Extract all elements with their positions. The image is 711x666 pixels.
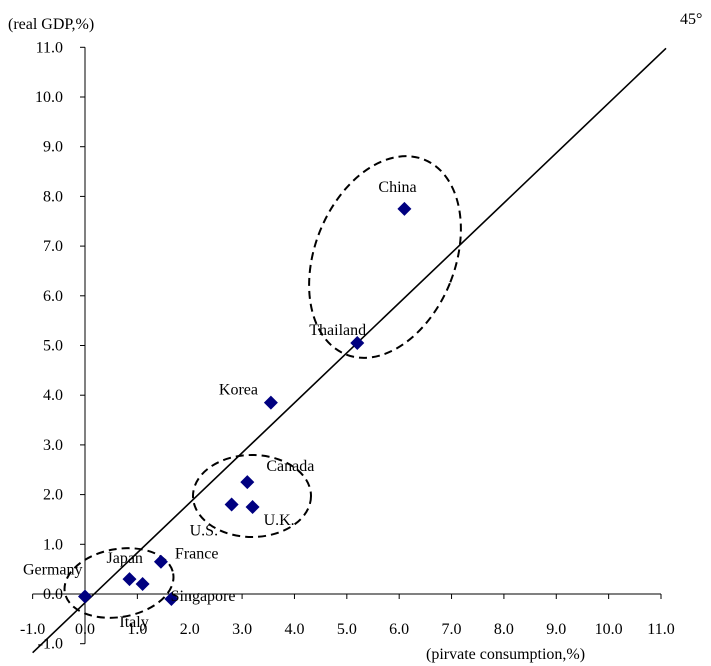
x-axis-ticks: -1.0 0.0 1.0 2.0 3.0 4.0 5.0 6.0 7.0 8.0 9.0 10.0 11… [20,594,675,638]
x-tick-label: 9.0 [546,621,566,638]
data-point-u-k [245,500,260,515]
y-tick-label: 6.0 [43,288,63,305]
y-tick-label: 0.0 [43,586,63,603]
y-tick-label: 2.0 [43,487,63,504]
y-tick-label: 4.0 [43,387,63,404]
cluster-ellipse-2 [192,454,312,538]
y-axis-title: (real GDP,%) [8,16,94,33]
data-point-u-s [224,497,239,512]
data-point-singapore [135,577,150,592]
y-axis-ticks: -1.0 0.0 1.0 2.0 3.0 4.0 5.0 6.0 7.0 8.0 9.0 10.0 11… [35,39,85,653]
point-label-france: France [175,546,219,563]
point-label-u-s: U.S. [190,523,218,540]
y-tick-label: 3.0 [43,437,63,454]
point-label-singapore: Singapore [171,588,236,605]
y-tick-label: 1.0 [43,536,63,553]
point-label-china: China [378,179,416,196]
data-point-italy [164,591,179,606]
x-tick-label: 0.0 [75,621,95,638]
reference-line-45 [32,47,667,654]
y-tick-label: 11.0 [36,39,63,56]
x-tick-label: 2.0 [180,621,200,638]
y-tick-label: 7.0 [43,238,63,255]
cluster-ellipse-1 [308,155,462,359]
data-point-germany [78,589,92,604]
x-tick-label: 4.0 [284,621,304,638]
data-points [78,201,412,606]
point-label-italy: Italy [119,614,148,631]
point-label-japan: Japan [107,550,143,567]
point-label-korea: Korea [219,382,258,399]
x-tick-label: 8.0 [494,621,514,638]
y-tick-label: 5.0 [43,338,63,355]
data-point-korea [263,395,278,410]
reference-line-label: 45° [680,11,702,28]
data-point-china [397,201,412,216]
point-labels: China Thailand Korea Canada U.S. U.K. Japan Fra… [23,179,417,631]
point-label-canada: Canada [266,458,314,475]
x-tick-label: 10.0 [595,621,623,638]
y-tick-label: 10.0 [35,89,63,106]
x-tick-label: 3.0 [232,621,252,638]
x-tick-label: 11.0 [647,621,674,638]
y-tick-label: -1.0 [38,636,63,653]
point-label-u-k: U.K. [264,512,295,529]
x-tick-label: 7.0 [442,621,462,638]
point-label-thailand: Thailand [309,322,366,339]
x-tick-label: 6.0 [389,621,409,638]
data-point-france [153,554,168,569]
x-axis-title: (pirvate consumption,%) [426,646,585,663]
point-label-germany: Germany [23,561,83,578]
cluster-ellipse-3 [63,547,175,619]
y-tick-label: 8.0 [43,188,63,205]
cluster-ellipses [63,155,462,619]
data-point-canada [240,475,255,490]
x-tick-label: -1.0 [20,621,45,638]
data-point-japan [122,572,137,587]
x-tick-label: 1.0 [127,621,147,638]
y-tick-label: 9.0 [43,139,63,156]
x-tick-label: 5.0 [337,621,357,638]
data-point-thailand [350,336,365,351]
